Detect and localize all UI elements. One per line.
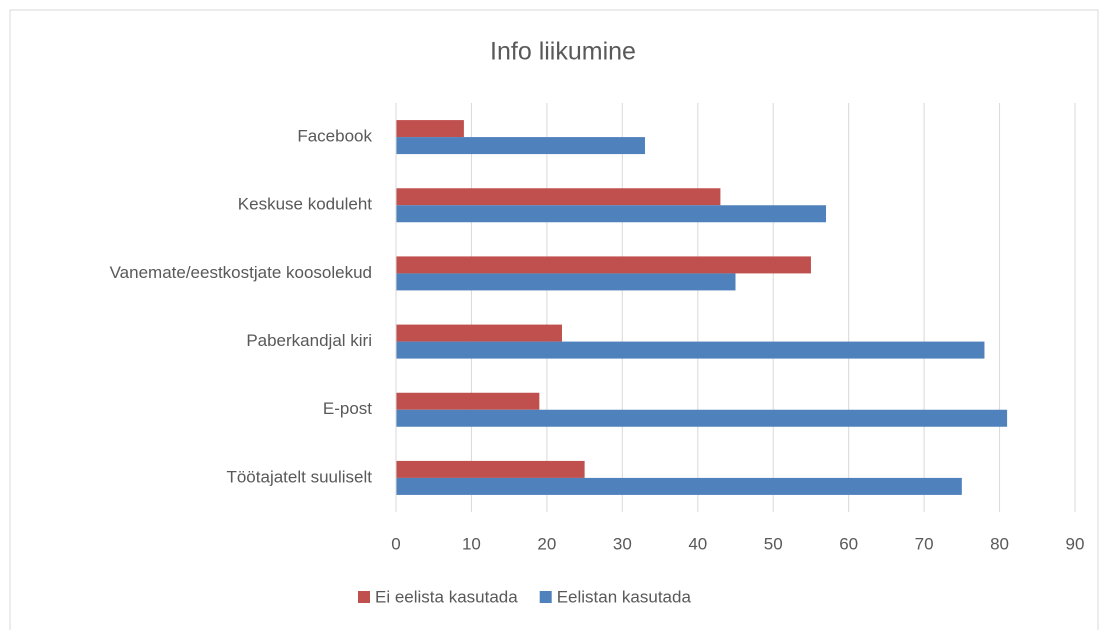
bar [396, 120, 464, 138]
legend-swatch [539, 591, 552, 603]
legend-swatch [358, 591, 370, 603]
bar [396, 137, 645, 155]
x-tick-label: 20 [537, 534, 556, 553]
x-tick-label: 0 [391, 534, 400, 553]
bar [396, 188, 721, 206]
x-tick-label: 70 [915, 534, 934, 553]
y-tick-label: E-post [323, 399, 372, 418]
bar [396, 324, 562, 342]
y-tick-label: Facebook [297, 127, 372, 146]
x-tick-label: 30 [613, 534, 632, 553]
y-tick-label: Keskuse koduleht [238, 195, 372, 214]
y-tick-label: Töötajatelt suuliselt [226, 467, 372, 486]
x-tick-label: 40 [688, 534, 707, 553]
bar [396, 477, 962, 495]
x-tick-label: 90 [1066, 534, 1085, 553]
legend-label: Ei eelista kasutada [375, 587, 518, 606]
bar [396, 205, 827, 223]
bar [396, 392, 540, 410]
bar [396, 460, 585, 478]
x-tick-label: 80 [990, 534, 1009, 553]
y-tick-label: Paberkandjal kiri [246, 331, 372, 350]
bar [396, 341, 985, 359]
x-tick-label: 60 [839, 534, 858, 553]
chart-title: Info liikumine [490, 38, 636, 66]
x-tick-label: 50 [764, 534, 783, 553]
legend-label: Eelistan kasutada [557, 587, 692, 606]
bar [396, 256, 811, 274]
y-tick-label: Vanemate/eestkostjate koosolekud [110, 263, 372, 282]
x-tick-label: 10 [462, 534, 481, 553]
chart-frame [9, 9, 1099, 630]
bar [396, 273, 736, 291]
bar [396, 409, 1008, 427]
